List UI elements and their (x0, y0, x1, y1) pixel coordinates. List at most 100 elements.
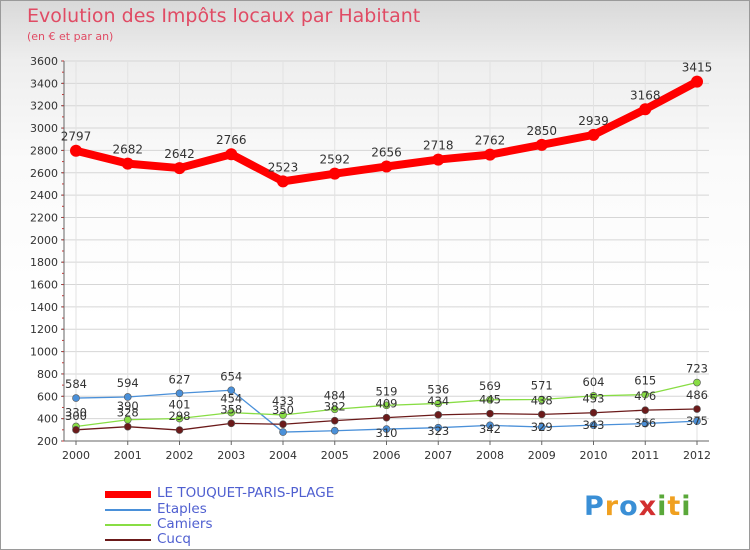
chart-subtitle: (en € et par an) (27, 30, 114, 43)
data-point-3 (537, 410, 546, 419)
data-point-3 (175, 426, 184, 434)
y-tick-label: 1600 (30, 279, 58, 292)
data-point-2 (537, 395, 546, 404)
data-label-1: 594 (117, 376, 139, 390)
data-label-3: 438 (531, 393, 553, 407)
data-point-2 (382, 401, 391, 410)
data-label-3: 358 (220, 402, 242, 416)
data-point-1 (589, 421, 598, 429)
data-label-0: 2682 (112, 143, 143, 157)
data-label-3: 486 (686, 388, 708, 402)
data-point-0 (277, 175, 289, 188)
data-point-0 (328, 167, 341, 180)
data-point-1 (123, 393, 132, 401)
data-point-0 (432, 153, 445, 166)
x-tick-label: 2001 (114, 449, 142, 462)
data-point-3 (589, 408, 598, 417)
data-label-3: 445 (479, 393, 501, 407)
data-label-2: 604 (583, 375, 605, 389)
data-label-extra: 375 (686, 414, 708, 428)
data-point-0 (639, 103, 652, 116)
data-point-2 (175, 414, 184, 423)
data-label-0: 2523 (268, 160, 299, 174)
data-point-1 (279, 428, 287, 436)
data-label-2: 454 (220, 392, 242, 406)
x-tick-label: 2008 (476, 449, 504, 462)
data-point-0 (225, 148, 238, 161)
x-tick-label: 2006 (373, 449, 401, 462)
data-point-1 (330, 426, 339, 435)
data-label-extra: 329 (531, 420, 553, 434)
logo-letter: t (667, 491, 682, 522)
y-tick-label: 800 (37, 368, 58, 381)
data-point-3 (227, 419, 236, 428)
data-point-3 (123, 422, 132, 431)
data-point-1 (641, 419, 650, 428)
y-tick-label: 2200 (30, 211, 58, 224)
data-point-2 (279, 411, 287, 419)
data-label-0: 2850 (526, 124, 557, 138)
data-label-3: 382 (324, 400, 346, 414)
data-label-2: 723 (686, 362, 708, 376)
data-label-extra: 342 (479, 422, 501, 436)
y-tick-label: 3200 (30, 100, 58, 113)
data-label-3: 298 (169, 409, 191, 423)
data-label-3: 328 (117, 406, 139, 420)
data-point-1 (434, 423, 443, 432)
y-tick-label: 1000 (30, 346, 58, 359)
legend-swatch-camiers (105, 524, 151, 526)
data-label-3: 409 (376, 397, 398, 411)
legend-label-cucq: Cucq (157, 531, 191, 547)
x-tick-label: 2002 (166, 449, 194, 462)
data-label-2: 519 (376, 384, 398, 398)
data-point-3 (330, 416, 339, 425)
data-label-0: 3415 (682, 61, 713, 75)
logo-letter: x (638, 491, 658, 522)
data-point-1 (175, 389, 184, 398)
y-tick-label: 2800 (30, 144, 58, 157)
logo-letter: i (657, 491, 668, 522)
data-point-2 (486, 395, 494, 404)
data-point-2 (641, 390, 650, 399)
data-label-extra: 356 (634, 416, 656, 430)
y-tick-label: 1200 (30, 323, 58, 336)
data-label-2: 390 (117, 399, 139, 413)
data-label-0: 2718 (423, 139, 454, 153)
data-label-extra: 310 (376, 426, 398, 440)
data-point-3 (693, 405, 701, 413)
proxiti-logo: Proxiti (584, 491, 692, 522)
data-point-2 (330, 405, 339, 414)
data-point-1 (486, 421, 494, 430)
data-label-0: 2766 (216, 133, 247, 147)
data-label-2: 484 (324, 388, 346, 402)
data-label-0: 2762 (475, 134, 506, 148)
x-tick-label: 2012 (683, 449, 711, 462)
data-point-1 (382, 425, 391, 433)
y-tick-label: 2400 (30, 189, 58, 202)
data-point-2 (589, 392, 598, 400)
data-point-3 (434, 411, 443, 419)
data-point-0 (70, 144, 82, 157)
x-tick-label: 2003 (217, 449, 245, 462)
data-label-2: 401 (169, 398, 191, 412)
data-point-0 (484, 148, 496, 161)
legend-swatch-etaples (105, 509, 151, 511)
data-point-0 (173, 162, 186, 175)
data-point-0 (380, 160, 393, 173)
data-point-0 (121, 157, 134, 170)
y-tick-label: 1800 (30, 256, 58, 269)
y-tick-label: 3400 (30, 77, 58, 90)
legend-swatch-le-touquet (105, 491, 151, 498)
data-label-3: 300 (65, 409, 87, 423)
data-label-3: 350 (272, 403, 294, 417)
data-point-2 (434, 399, 443, 408)
data-label-2: 571 (531, 379, 553, 393)
data-point-3 (486, 409, 494, 418)
x-tick-label: 2000 (62, 449, 90, 462)
data-point-0 (587, 128, 600, 141)
data-point-0 (535, 138, 548, 151)
data-point-1 (693, 417, 701, 425)
x-tick-label: 2011 (631, 449, 659, 462)
y-tick-label: 2600 (30, 167, 58, 180)
